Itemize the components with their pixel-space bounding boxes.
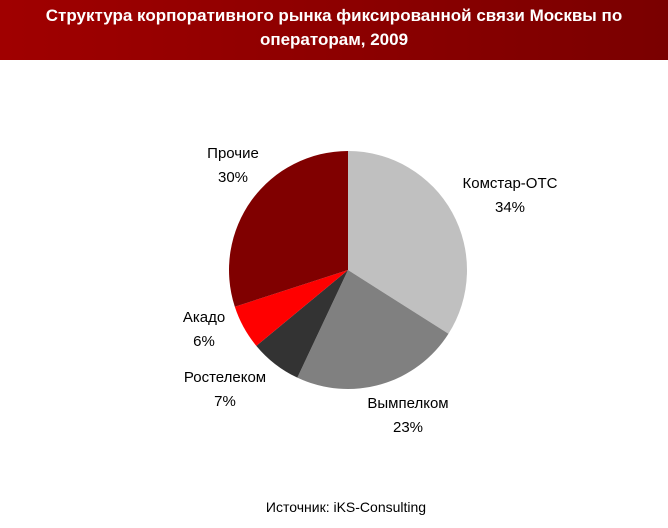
slice-label: Комстар-ОТС <box>463 175 558 192</box>
pie-slice <box>229 151 348 307</box>
pie-slice <box>297 270 449 389</box>
pie-slice <box>256 270 348 378</box>
slice-label: Акадо <box>183 309 225 326</box>
chart-title: Структура корпоративного рынка фиксирова… <box>45 6 623 49</box>
slice-label: Ростелеком <box>184 369 266 386</box>
value-label: 30% <box>218 169 248 186</box>
pie-slice <box>348 151 467 334</box>
pie-slice <box>234 270 348 346</box>
value-label: 6% <box>193 333 215 350</box>
title-bar <box>0 0 668 60</box>
value-label: 7% <box>214 393 236 410</box>
value-label: 23% <box>393 419 423 436</box>
title-box: Структура корпоративного рынка фиксирова… <box>45 6 623 49</box>
value-label: 34% <box>495 199 525 216</box>
slice-label: Вымпелком <box>367 395 448 412</box>
source: Источник: iKS-Consulting <box>266 499 426 515</box>
slice-label: Прочие <box>207 145 259 162</box>
